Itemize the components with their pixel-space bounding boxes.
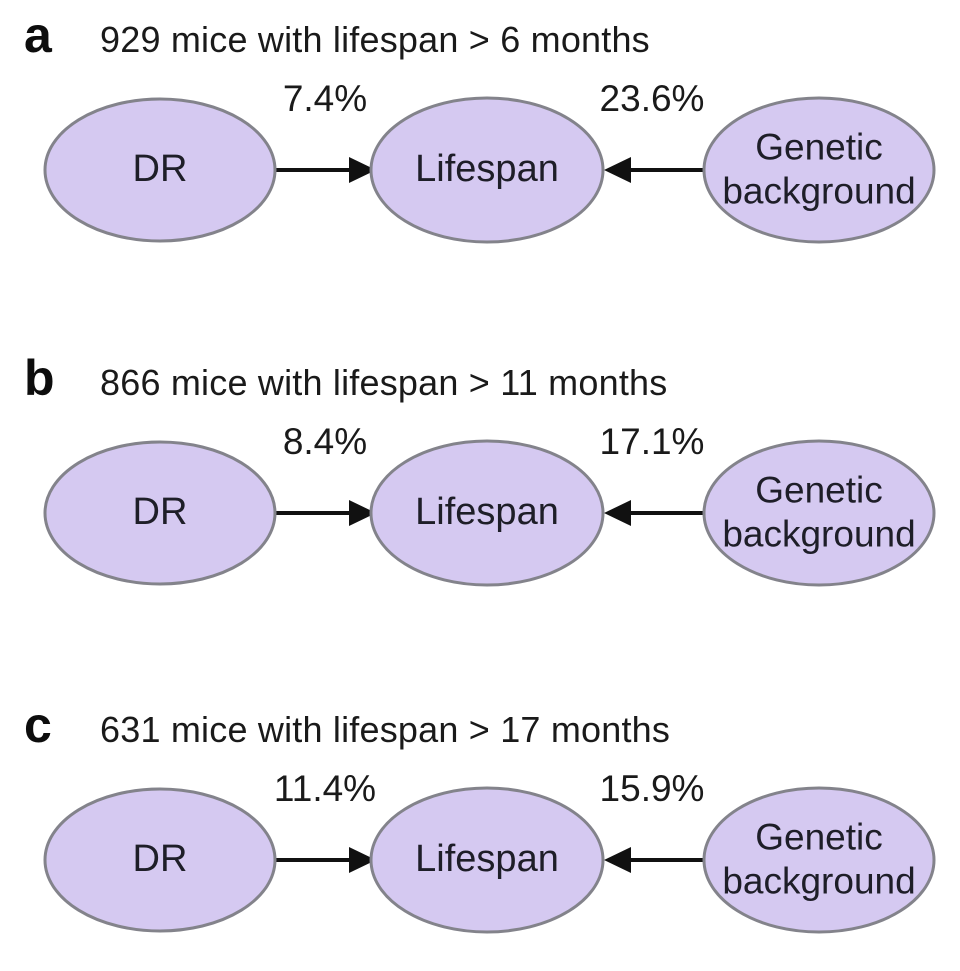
- genetic-effect-pct: 17.1%: [599, 421, 705, 462]
- dr-effect-pct: 11.4%: [273, 768, 377, 809]
- dag-diagram: [43, 96, 936, 244]
- panel-b: b 866 mice with lifespan > 11 months 8.4…: [0, 343, 960, 624]
- genetic-effect-pct: 15.9%: [599, 768, 705, 809]
- lifespan-node: [369, 96, 605, 244]
- genetic-background-node-label: Genetic background: [722, 469, 916, 555]
- genetic-background-node: [702, 96, 936, 244]
- panel-letter: a: [24, 7, 52, 63]
- genetic-background-node-label: Genetic background: [722, 816, 916, 902]
- panel-c-header: c 631 mice with lifespan > 17 months: [24, 696, 670, 754]
- panel-title: 631 mice with lifespan > 17 months: [100, 709, 671, 750]
- lifespan-node: [369, 439, 605, 587]
- dr-to-lifespan-arrowhead: [349, 157, 376, 183]
- lifespan-node-label: Lifespan: [415, 838, 559, 881]
- lifespan-node-label: Lifespan: [415, 148, 559, 191]
- dag-diagram: [43, 439, 936, 587]
- panel-letter: b: [24, 350, 55, 406]
- panel-c: c 631 mice with lifespan > 17 months 11.…: [0, 690, 960, 971]
- panel-a-header: a 929 mice with lifespan > 6 months: [24, 6, 650, 64]
- panel-b-header: b 866 mice with lifespan > 11 months: [24, 349, 667, 407]
- genetic-to-lifespan-arrowhead: [604, 157, 631, 183]
- dr-node: [43, 97, 277, 243]
- dr-node: [43, 440, 277, 586]
- panel-a: a 929 mice with lifespan > 6 months 7.4%…: [0, 0, 960, 281]
- genetic-background-node: [702, 786, 936, 934]
- dr-effect-pct: 7.4%: [282, 78, 368, 119]
- genetic-background-node: [702, 439, 936, 587]
- dr-node-label: DR: [132, 148, 188, 191]
- dr-node-label: DR: [132, 838, 188, 881]
- dr-to-lifespan-arrowhead: [349, 847, 376, 873]
- dr-to-lifespan-arrowhead: [349, 500, 376, 526]
- lifespan-node-label: Lifespan: [415, 491, 559, 534]
- lifespan-node: [369, 786, 605, 934]
- dr-node: [43, 787, 277, 933]
- panel-title: 929 mice with lifespan > 6 months: [100, 19, 650, 60]
- genetic-effect-pct: 23.6%: [599, 78, 705, 119]
- dr-effect-pct: 8.4%: [282, 421, 368, 462]
- genetic-to-lifespan-arrowhead: [604, 847, 631, 873]
- dag-diagram: [43, 786, 936, 934]
- dr-node-label: DR: [132, 491, 188, 534]
- panel-letter: c: [24, 697, 52, 753]
- genetic-to-lifespan-arrowhead: [604, 500, 631, 526]
- panel-title: 866 mice with lifespan > 11 months: [100, 362, 668, 403]
- genetic-background-node-label: Genetic background: [722, 126, 916, 212]
